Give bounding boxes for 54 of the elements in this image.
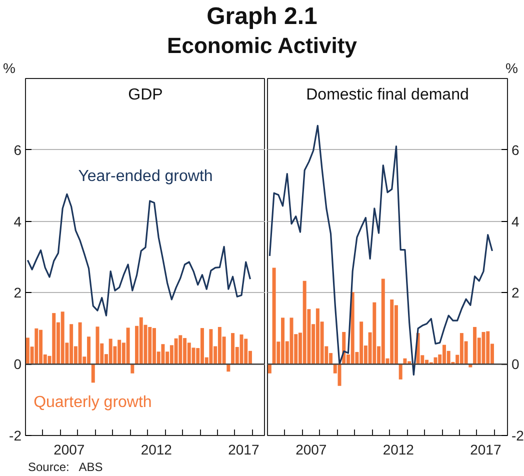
bar	[226, 364, 230, 372]
bar	[268, 364, 272, 374]
y-axis-title: %	[506, 60, 519, 76]
chart-subtitle: Economic Activity	[166, 32, 358, 60]
y-axis-title: %	[2, 60, 16, 76]
annotation: Domestic final demand	[306, 86, 469, 104]
bar	[350, 292, 354, 364]
y-tick-label: 0	[512, 356, 520, 372]
y-tick-label: 4	[512, 213, 520, 230]
bar	[473, 326, 477, 364]
y-tick-label: 6	[14, 142, 22, 158]
series-label: Quarterly growth	[34, 394, 152, 411]
bar	[78, 322, 82, 364]
x-tick-label: 2012	[140, 442, 172, 458]
bar	[130, 364, 134, 374]
bar	[398, 364, 402, 380]
bar	[174, 338, 178, 364]
bar	[34, 328, 38, 364]
bar	[231, 333, 235, 364]
bar	[272, 268, 276, 364]
x-tick-label: 2017	[470, 442, 502, 458]
bar	[108, 338, 112, 364]
source-note: Source: ABS	[28, 459, 103, 476]
annotation: GDP	[128, 86, 163, 104]
y-tick-label: 0	[14, 356, 22, 372]
x-tick-label: 2007	[296, 442, 327, 458]
series-label: Year-ended growth	[78, 168, 213, 185]
y-tick-label: 4	[14, 213, 22, 230]
bar	[91, 364, 95, 383]
y-tick-label: -2	[512, 428, 524, 444]
x-tick-label: 2012	[382, 442, 414, 458]
bar	[486, 331, 490, 364]
x-tick-label: 2007	[54, 442, 85, 458]
y-tick-label: 6	[512, 142, 520, 158]
line-series	[26, 193, 252, 316]
bar	[126, 328, 130, 364]
line-series	[268, 124, 494, 376]
bar	[209, 329, 213, 364]
x-tick-label: 2017	[228, 442, 260, 458]
y-tick-label: -2	[9, 428, 22, 444]
chart-title: Graph 2.1	[206, 2, 318, 32]
bar	[161, 344, 165, 364]
bar	[372, 302, 376, 364]
bar	[390, 299, 394, 364]
bar	[52, 313, 56, 364]
bar	[178, 335, 182, 364]
bar	[244, 338, 248, 364]
y-tick-label: 2	[14, 284, 22, 301]
bar	[60, 312, 64, 364]
bar	[148, 326, 152, 364]
bar	[381, 278, 385, 364]
bar	[302, 280, 306, 364]
y-tick-label: 2	[512, 284, 520, 301]
bar	[139, 317, 143, 364]
